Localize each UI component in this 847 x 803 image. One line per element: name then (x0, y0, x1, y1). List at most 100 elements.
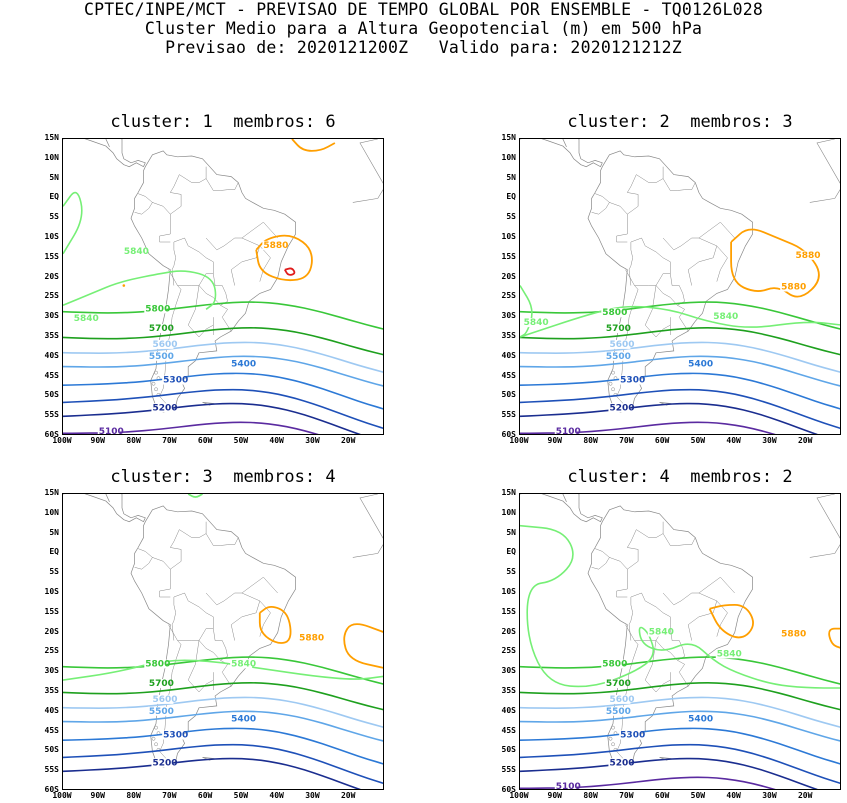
contour-5840 (63, 659, 383, 681)
lon-tick-label: 60W (654, 436, 670, 445)
contour-label-bg (780, 629, 803, 639)
lat-tick-label: 35S (501, 331, 516, 340)
map-panel-cluster-1: 5880 5840 5840 5800 5700 5600 5500 5400 5300 5200… (62, 138, 384, 435)
lat-tick-label: 15N (501, 133, 516, 142)
lat-tick-label: 10N (44, 507, 59, 517)
coastline-central-america (520, 494, 603, 523)
contour-label-5100: 5100 (99, 427, 124, 434)
island (154, 742, 158, 747)
lat-tick-label: EQ (506, 192, 516, 202)
contour-label-5600: 5600 (152, 695, 177, 705)
contour-label-bg (715, 649, 738, 659)
contour-label-bg (151, 339, 174, 349)
lon-tick-label: 20W (797, 436, 813, 445)
contour-label-5880: 5880 (781, 282, 806, 292)
lat-tick-label: 5S (506, 567, 516, 577)
country-border (630, 237, 673, 286)
lon-tick-label: 40W (269, 436, 284, 445)
contour-label-5880: 5880 (795, 251, 820, 261)
island (608, 736, 613, 741)
lat-tick-label: 25S (501, 291, 516, 301)
country-border (171, 242, 176, 270)
lon-tick-label: 70W (619, 436, 634, 445)
lat-tick-label: 55S (501, 410, 516, 420)
coastline-south-america (130, 505, 296, 768)
lat-tick-label: 60S (44, 785, 59, 794)
island (154, 370, 158, 375)
country-border (230, 592, 261, 641)
contour-label-bg (147, 679, 170, 689)
contour-label-bg (147, 351, 170, 361)
contour-5800 (520, 656, 840, 685)
country-border (179, 521, 207, 538)
lon-tick-label: 60W (197, 436, 213, 445)
lon-tick-label: 70W (162, 791, 177, 800)
lat-tick-label: 30S (44, 666, 59, 676)
lat-tick-label: 25S (44, 646, 59, 656)
lat-tick-label: 50S (501, 745, 516, 755)
contour-label-bg (72, 314, 95, 324)
contour-label-bg (619, 730, 642, 740)
contour-5200 (63, 757, 361, 789)
coastline-central-america (63, 494, 146, 523)
map-canvas: 5880 5840 5840 5800 5700 5600 5500 5400 5300 5200… (520, 494, 840, 789)
lon-tick-label: 100W (52, 436, 72, 445)
contour-label-5840: 5840 (74, 314, 99, 324)
lon-tick-label: 80W (583, 791, 598, 800)
lon-tick-label: 30W (305, 791, 320, 800)
lat-tick-label: 45S (44, 725, 59, 735)
map-panel-cluster-2: 5880 5880 5840 5840 5800 5700 5600 5500 5400 5300… (519, 138, 841, 435)
contour-5800 (520, 301, 840, 330)
lon-tick-label: 60W (654, 791, 670, 800)
contour-label-5700: 5700 (149, 324, 174, 334)
country-border (259, 245, 271, 282)
coastline-africa (809, 494, 840, 558)
contour-label-bg (687, 359, 710, 369)
contour-5800 (63, 656, 383, 685)
contour-label-bg (122, 246, 145, 256)
lon-tick-label: 20W (340, 436, 356, 445)
contour-5840 (63, 191, 83, 255)
country-border (171, 624, 175, 641)
contour-dot (122, 284, 126, 287)
country-border (134, 548, 153, 570)
lat-tick-label: 45S (501, 370, 516, 380)
island (154, 387, 158, 392)
country-border (687, 237, 718, 286)
country-border (662, 221, 735, 251)
country-border (173, 592, 216, 641)
contour-label-bg (601, 308, 624, 318)
lon-tick-label: 30W (762, 436, 777, 445)
contour-label-bg (608, 403, 631, 413)
lat-tick-label: 15N (44, 133, 59, 142)
lat-tick-label: 5N (49, 527, 59, 537)
contour-5800 (63, 301, 383, 330)
contour-label-5700: 5700 (149, 679, 174, 689)
lon-tick-label: 60W (197, 791, 213, 800)
lat-tick-label: 50S (501, 390, 516, 400)
country-border (687, 592, 718, 641)
contour-5200 (520, 757, 818, 789)
contour-5880 (730, 228, 820, 298)
contour-label-5200: 5200 (152, 758, 177, 768)
contour-label-5700: 5700 (606, 679, 631, 689)
lon-tick-label: 80W (583, 436, 598, 445)
contour-5840 (520, 305, 840, 338)
contour-label-5840: 5840 (231, 659, 256, 669)
lat-tick-label: EQ (49, 192, 59, 202)
lon-tick-label: 100W (509, 791, 529, 800)
contour-5400 (520, 372, 840, 410)
country-border (626, 174, 639, 215)
country-border (171, 597, 176, 625)
panel-title-4: cluster: 4 membros: 2 (567, 467, 793, 487)
lon-tick-label: 50W (233, 791, 249, 800)
contour-top-arc (187, 494, 203, 498)
contour-label-bg (522, 318, 545, 328)
lon-tick-label: 50W (233, 436, 249, 445)
contour-label-5500: 5500 (606, 352, 631, 362)
contour-label-5840: 5840 (524, 318, 549, 328)
contour-label-5200: 5200 (152, 403, 177, 413)
lon-tick-label: 100W (509, 436, 529, 445)
country-border (134, 193, 153, 215)
contour-5600 (520, 341, 840, 373)
